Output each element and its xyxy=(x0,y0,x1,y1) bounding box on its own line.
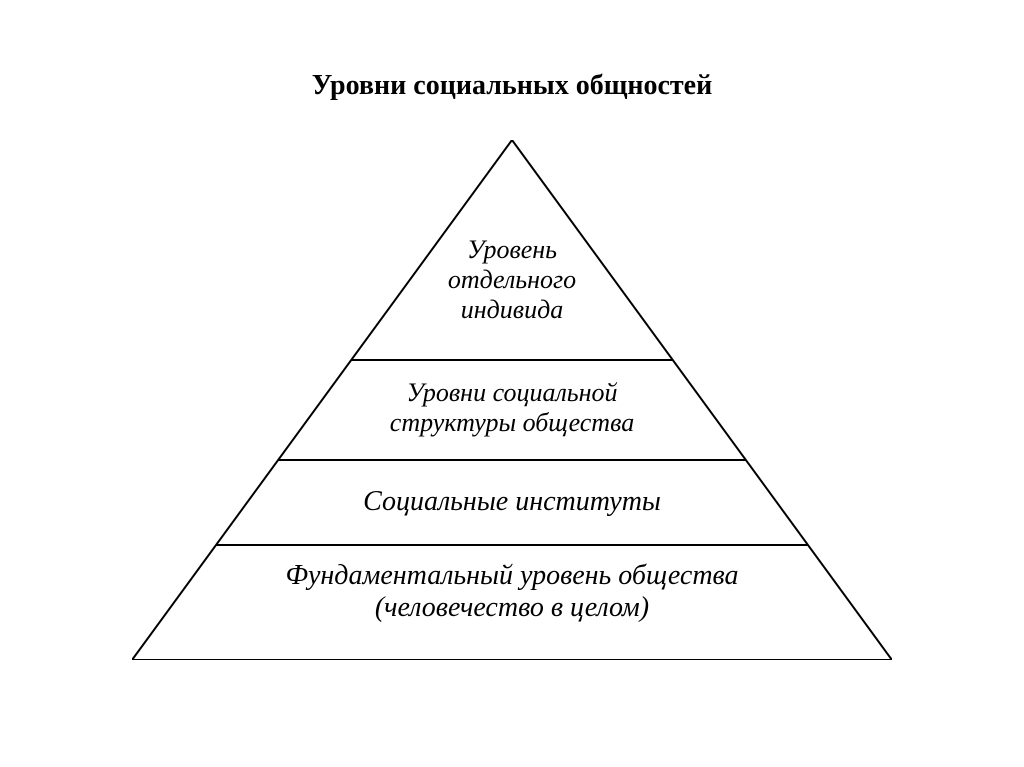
pyramid-level-3-label: Социальные институты xyxy=(132,486,892,518)
pyramid-level-1-label: Уровень отдельного индивида xyxy=(132,235,892,325)
pyramid-diagram: Уровень отдельного индивида Уровни социа… xyxy=(132,140,892,660)
pyramid-level-2-label: Уровни социальной структуры общества xyxy=(132,378,892,438)
diagram-title: Уровни социальных общностей xyxy=(0,70,1024,102)
pyramid-level-4-label: Фундаментальный уровень общества (челове… xyxy=(132,560,892,624)
slide: Уровни социальных общностей Уровень отде… xyxy=(0,0,1024,767)
